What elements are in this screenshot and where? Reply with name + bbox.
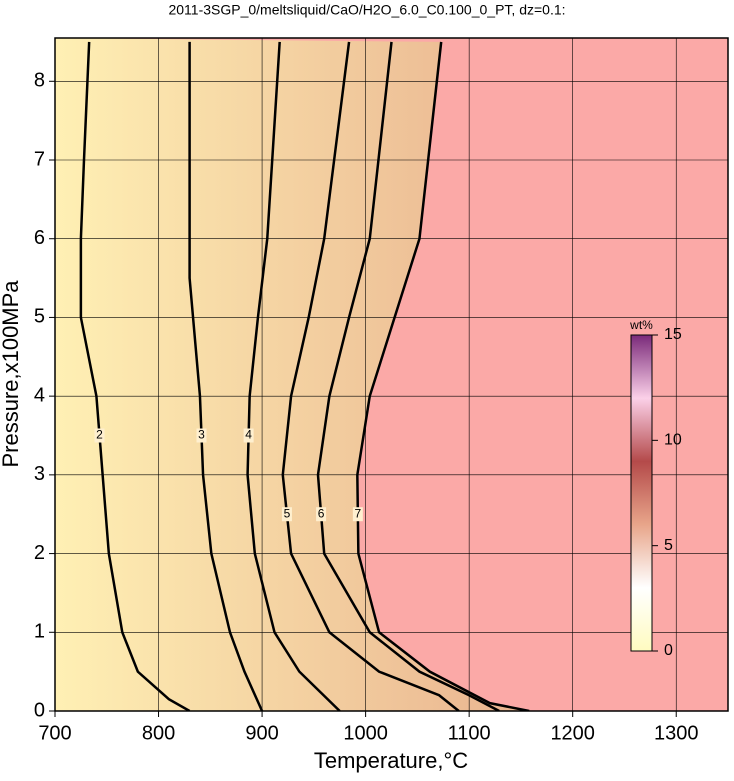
y-tick-label: 6 [34, 227, 45, 249]
x-tick-label: 800 [142, 722, 175, 744]
contour-label-bg [196, 428, 207, 443]
y-tick-label: 3 [34, 463, 45, 485]
contour-label: 5 [284, 506, 291, 520]
melt-region [55, 38, 530, 711]
contour-label: 6 [318, 506, 325, 520]
x-axis-label: Temperature,°C [314, 748, 468, 773]
y-tick-label: 0 [34, 699, 45, 721]
plot-frame [54, 37, 729, 712]
contour-label: 4 [245, 428, 252, 442]
x-tick-label: 1300 [654, 722, 699, 744]
plot-area: 2 3 4 5 6 7 [55, 38, 728, 711]
contour-label-bg [316, 507, 327, 522]
contour-label-bg [243, 428, 254, 443]
x-tick-label: 900 [245, 722, 278, 744]
contour-label-bg [94, 428, 105, 443]
contour-label-bg [281, 507, 292, 522]
y-tick-label: 5 [34, 306, 45, 328]
colorbar-tick-label: 5 [664, 537, 673, 554]
y-tick-label: 8 [34, 70, 45, 92]
x-tick-label: 700 [38, 722, 71, 744]
y-tick-label: 2 [34, 542, 45, 564]
colorbar-label: wt% [629, 318, 653, 332]
y-tick-label: 1 [34, 621, 45, 643]
x-tick-label: 1000 [343, 722, 388, 744]
contour-label: 3 [198, 428, 205, 442]
x-tick-label: 1200 [550, 722, 595, 744]
y-tick-label: 7 [34, 148, 45, 170]
y-tick-label: 4 [34, 384, 45, 406]
x-tick-label: 1100 [448, 722, 491, 744]
colorbar [630, 334, 653, 652]
contour-label: 7 [355, 506, 362, 520]
y-axis-label: Pressure,x100MPa [0, 280, 23, 468]
colorbar-tick-label: 10 [664, 432, 682, 449]
colorbar-tick-label: 15 [664, 326, 682, 343]
colorbar-tick-label: 0 [664, 642, 673, 659]
chart-title: 2011-3SGP_0/meltsliquid/CaO/H2O_6.0_C0.1… [168, 2, 565, 18]
contour-label-bg [352, 507, 363, 522]
contour-label: 2 [96, 428, 103, 442]
